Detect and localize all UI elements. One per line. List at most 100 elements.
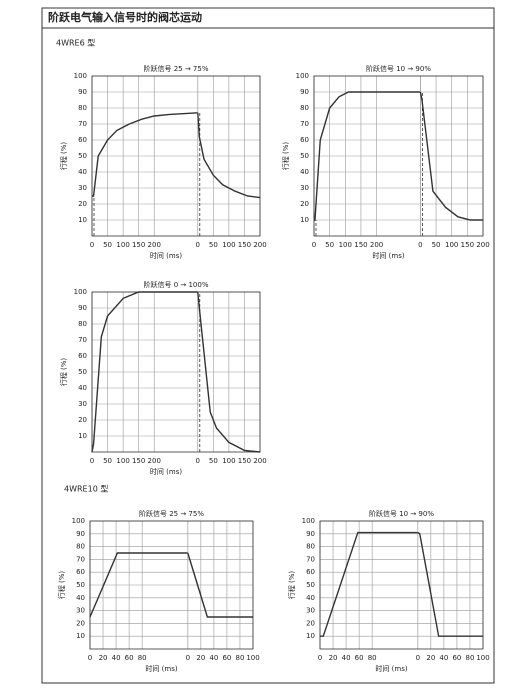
x-tick-label: 100 [222, 457, 235, 465]
curve [417, 531, 483, 637]
x-axis-label: 时间 (ms) [372, 251, 404, 260]
x-tick-label: 100 [445, 241, 458, 249]
x-tick-label: 40 [439, 654, 448, 662]
y-tick-label: 10 [78, 216, 87, 224]
y-tick-label: 30 [78, 184, 87, 192]
chart-title: 阶跃信号 10 → 90% [366, 64, 431, 73]
y-tick-label: 10 [300, 216, 309, 224]
x-tick-label: 50 [209, 457, 218, 465]
y-axis-label: 行程 (%) [59, 142, 68, 171]
doc-title: 阶跃电气输入信号时的阀芯运动 [48, 10, 202, 24]
x-tick-label: 20 [426, 654, 435, 662]
x-axis-label: 时间 (ms) [150, 467, 182, 476]
x-tick-label: 80 [138, 654, 147, 662]
x-tick-label: 0 [416, 654, 420, 662]
y-tick-label: 60 [306, 568, 315, 576]
curve [89, 552, 188, 618]
x-tick-label: 0 [186, 654, 190, 662]
y-tick-label: 40 [78, 168, 87, 176]
y-tick-label: 100 [74, 288, 87, 296]
x-tick-label: 80 [368, 654, 377, 662]
x-tick-label: 200 [476, 241, 489, 249]
x-tick-label: 0 [88, 654, 92, 662]
y-tick-label: 60 [78, 352, 87, 360]
x-tick-label: 50 [103, 241, 112, 249]
x-tick-label: 100 [116, 241, 129, 249]
y-tick-label: 90 [76, 530, 85, 538]
y-tick-label: 100 [72, 517, 85, 525]
section-title: 4WRE6 型 [56, 39, 95, 48]
y-tick-label: 60 [78, 136, 87, 144]
frame [41, 7, 495, 684]
x-tick-label: 100 [222, 241, 235, 249]
x-tick-label: 0 [196, 241, 200, 249]
x-tick-label: 40 [209, 654, 218, 662]
section-title: 4WRE10 型 [64, 485, 108, 494]
x-tick-label: 200 [148, 241, 161, 249]
plot-frame [91, 291, 261, 453]
curve [187, 552, 253, 618]
y-tick-label: 80 [300, 104, 309, 112]
x-tick-label: 0 [90, 457, 94, 465]
y-tick-label: 30 [78, 400, 87, 408]
x-tick-label: 50 [209, 241, 218, 249]
x-tick-label: 200 [253, 457, 266, 465]
x-tick-label: 60 [355, 654, 364, 662]
y-tick-label: 90 [78, 88, 87, 96]
y-tick-label: 20 [78, 200, 87, 208]
y-tick-label: 20 [78, 416, 87, 424]
x-axis-label: 时间 (ms) [375, 664, 407, 673]
x-tick-label: 150 [461, 241, 474, 249]
chart-title: 阶跃信号 0 → 100% [143, 280, 208, 289]
y-axis-label: 行程 (%) [281, 142, 290, 171]
curve [197, 291, 261, 453]
x-tick-label: 100 [116, 457, 129, 465]
y-tick-label: 30 [306, 607, 315, 615]
y-axis-label: 行程 (%) [287, 571, 296, 600]
y-axis-label: 行程 (%) [59, 358, 68, 387]
x-tick-label: 150 [132, 241, 145, 249]
x-tick-label: 200 [370, 241, 383, 249]
y-tick-label: 60 [76, 568, 85, 576]
x-tick-label: 80 [465, 654, 474, 662]
x-tick-label: 20 [329, 654, 338, 662]
y-tick-label: 80 [76, 543, 85, 551]
curve [320, 531, 418, 637]
y-tick-label: 100 [74, 72, 87, 80]
x-tick-label: 150 [238, 241, 251, 249]
y-axis-label: 行程 (%) [57, 571, 66, 600]
plot-frame [89, 520, 254, 650]
curve [314, 91, 421, 221]
x-tick-label: 50 [325, 241, 334, 249]
y-tick-label: 90 [306, 530, 315, 538]
x-tick-label: 0 [418, 241, 422, 249]
y-tick-label: 20 [76, 619, 85, 627]
x-tick-label: 100 [246, 654, 259, 662]
y-tick-label: 60 [300, 136, 309, 144]
y-tick-label: 90 [78, 304, 87, 312]
y-tick-label: 50 [76, 581, 85, 589]
y-tick-label: 30 [300, 184, 309, 192]
y-tick-label: 50 [78, 368, 87, 376]
y-tick-label: 20 [306, 619, 315, 627]
y-tick-label: 70 [78, 336, 87, 344]
y-tick-label: 90 [300, 88, 309, 96]
x-tick-label: 40 [342, 654, 351, 662]
y-tick-label: 40 [300, 168, 309, 176]
x-tick-label: 60 [452, 654, 461, 662]
curve [197, 112, 261, 199]
x-tick-label: 0 [196, 457, 200, 465]
x-tick-label: 0 [90, 241, 94, 249]
x-tick-label: 50 [432, 241, 441, 249]
y-tick-label: 30 [76, 607, 85, 615]
chart-title: 阶跃信号 10 → 90% [369, 509, 434, 518]
curve [419, 91, 483, 221]
y-tick-label: 80 [78, 104, 87, 112]
curve [92, 112, 198, 197]
y-tick-label: 70 [300, 120, 309, 128]
y-tick-label: 50 [306, 581, 315, 589]
y-tick-label: 80 [78, 320, 87, 328]
y-tick-label: 40 [76, 594, 85, 602]
